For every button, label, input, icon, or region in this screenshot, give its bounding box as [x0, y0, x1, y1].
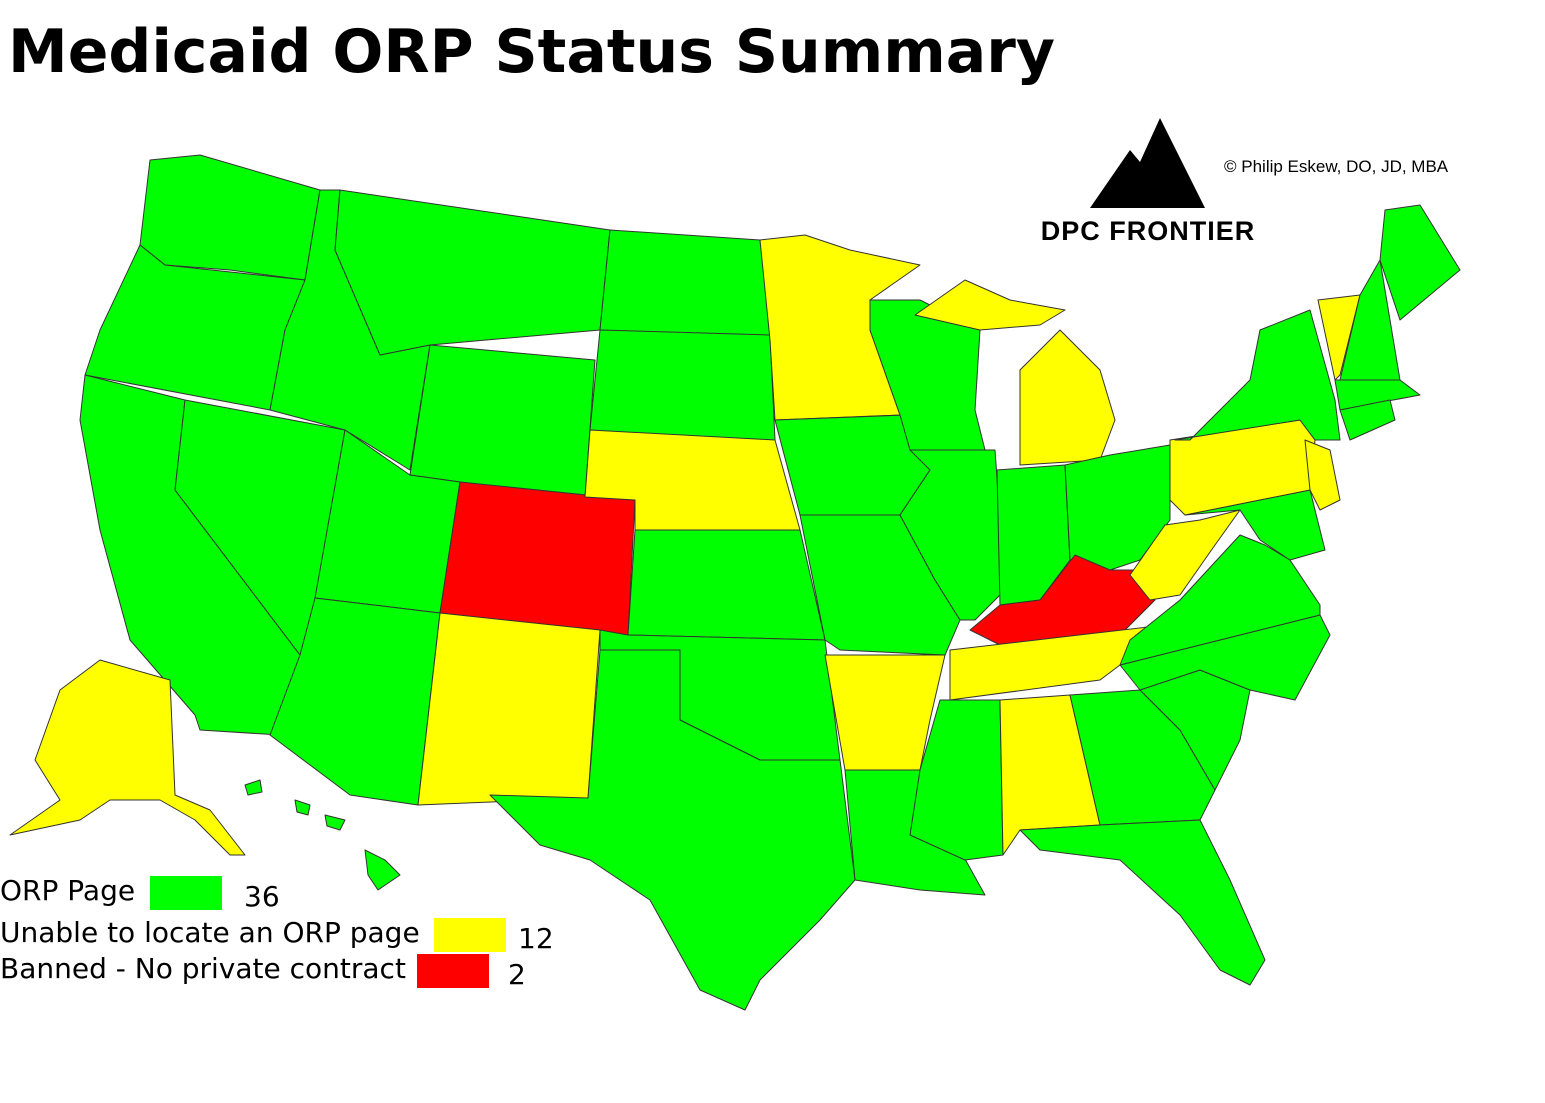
logo-text: DPC FRONTIER: [1041, 216, 1256, 246]
state: [244, 779, 263, 796]
state: [364, 849, 401, 891]
state: [334, 189, 611, 356]
state: [439, 481, 636, 636]
state: [409, 344, 596, 498]
state: [324, 814, 346, 831]
state: [1174, 309, 1341, 441]
state: [1129, 509, 1241, 601]
state: [1334, 379, 1421, 411]
title: Medicaid ORP Status Summary: [8, 17, 1055, 87]
state: [139, 154, 321, 281]
state: [294, 799, 311, 816]
legend-swatch: [150, 876, 222, 910]
state: [1339, 399, 1396, 441]
copyright: © Philip Eskew, DO, JD, MBA: [1224, 157, 1449, 176]
logo: DPC FRONTIER: [1041, 118, 1256, 246]
state: [914, 279, 1066, 331]
state: [1119, 614, 1331, 701]
legend-label: Unable to locate an ORP page: [0, 916, 420, 949]
state: [1019, 329, 1116, 466]
state: [1019, 819, 1266, 986]
state: [417, 612, 601, 806]
state: [589, 329, 776, 441]
state: [489, 649, 856, 1011]
legend-count: 12: [518, 922, 554, 955]
legend-label: ORP Page: [0, 874, 135, 907]
state: [1304, 439, 1341, 511]
state: [1379, 204, 1461, 321]
state: [627, 529, 826, 641]
legend-swatch: [434, 918, 506, 952]
state: [9, 659, 246, 856]
legend-label: Banned - No private contract: [0, 952, 406, 985]
state: [599, 229, 776, 341]
legend-count: 36: [244, 880, 280, 913]
legend-swatch: [417, 954, 489, 988]
legend-count: 2: [508, 958, 526, 991]
state: [1317, 294, 1361, 381]
state: [824, 654, 946, 771]
us-map: [9, 154, 1461, 1011]
